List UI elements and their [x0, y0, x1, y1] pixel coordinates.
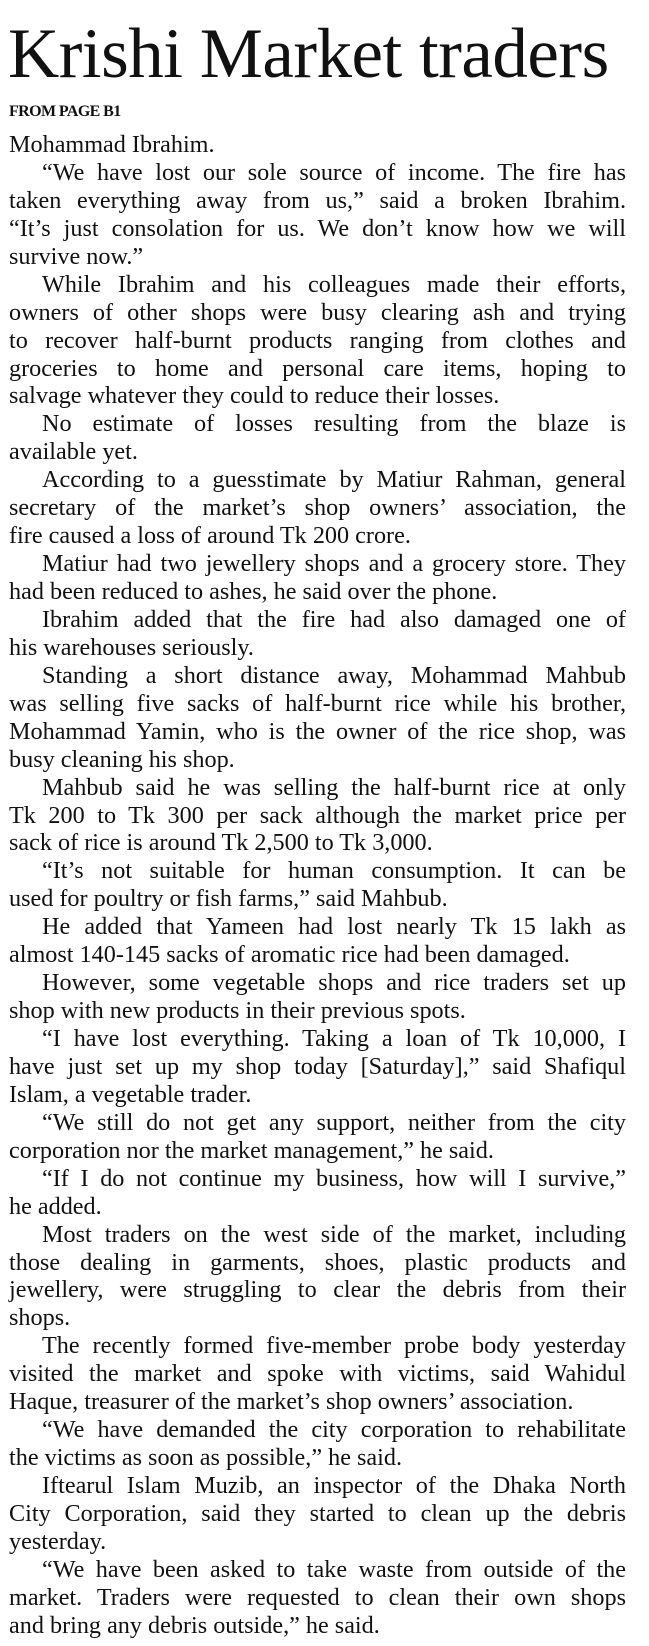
text-line: shops.	[9, 1304, 71, 1332]
paragraph: Mahbub said he was selling the half-burn…	[9, 774, 626, 858]
text-line: and bring any debris outside,” he said.	[9, 1611, 380, 1639]
article-body: Mohammad Ibrahim. “We have lost our sole …	[9, 131, 626, 1640]
text-line: “We have been asked to take waste from o…	[42, 1555, 626, 1583]
text-line: Mahbub said he was selling the half-burn…	[42, 773, 626, 801]
paragraph: Mohammad Ibrahim.	[9, 131, 626, 159]
paragraph: “If I do not continue my business, how w…	[9, 1165, 626, 1221]
text-line: to recover half-burnt products ranging f…	[9, 326, 626, 354]
text-line: The recently formed five-member probe bo…	[42, 1332, 626, 1360]
paragraph: “It’s not suitable for human consumption…	[9, 857, 626, 913]
text-line: he added.	[9, 1192, 102, 1220]
text-line: “I have lost everything. Taking a loan o…	[42, 1025, 626, 1052]
paragraph: Ibrahim added that the fire had also dam…	[9, 606, 626, 662]
text-line: taken everything away from us,” said a b…	[9, 186, 626, 214]
text-line: available yet.	[9, 438, 138, 466]
headline: Krishi Market traders	[8, 15, 609, 93]
text-line: Ibrahim added that the fire had also dam…	[42, 605, 626, 633]
text-line: those dealing in garments, shoes, plasti…	[9, 1248, 626, 1276]
text-line: groceries to home and personal care item…	[9, 354, 626, 382]
text-line: Iftearul Islam Muzib, an inspector of th…	[42, 1472, 626, 1499]
paragraph: Most traders on the west side of the mar…	[9, 1221, 626, 1333]
paragraph: The recently formed five-member probe bo…	[9, 1332, 626, 1416]
text-line: jewellery, were struggling to clear the …	[9, 1276, 626, 1304]
text-line: survive now.”	[9, 242, 144, 270]
text-line: Islam, a vegetable trader.	[9, 1080, 252, 1108]
paragraph: Standing a short distance away, Mohammad…	[9, 662, 626, 774]
text-line: sack of rice is around Tk 2,500 to Tk 3,…	[9, 829, 433, 857]
paragraph: “We have demanded the city corporation t…	[9, 1416, 626, 1472]
text-line: “We still do not get any support, neithe…	[42, 1108, 626, 1136]
text-line: have just set up my shop today [Saturday…	[9, 1052, 626, 1080]
paragraph: “We still do not get any support, neithe…	[9, 1109, 626, 1165]
text-line: “If I do not continue my business, how w…	[42, 1164, 626, 1192]
paragraph: He added that Yameen had lost nearly Tk …	[9, 913, 626, 969]
paragraph: While Ibrahim and his colleagues made th…	[9, 271, 626, 411]
text-line: visited the market and spoke with victim…	[9, 1360, 626, 1388]
paragraph: “We have been asked to take waste from o…	[9, 1556, 626, 1640]
text-line: was selling five sacks of half-burnt ric…	[9, 689, 626, 717]
text-line: market. Traders were requested to clean …	[9, 1583, 626, 1611]
text-line: fire caused a loss of around Tk 200 cror…	[9, 522, 411, 550]
paragraph: No estimate of losses resulting from the…	[9, 410, 626, 466]
text-line: No estimate of losses resulting from the…	[42, 410, 626, 438]
text-line: Mohammad Ibrahim.	[9, 131, 215, 158]
text-line: secretary of the market’s shop owners’ a…	[9, 494, 626, 522]
text-line: owners of other shops were busy clearing…	[9, 298, 626, 326]
text-line: Standing a short distance away, Mohammad…	[42, 661, 626, 689]
paragraph: “I have lost everything. Taking a loan o…	[9, 1025, 626, 1109]
text-line: used for poultry or fish farms,” said Ma…	[9, 885, 448, 913]
text-line: almost 140-145 sacks of aromatic rice ha…	[9, 941, 570, 969]
text-line: corporation nor the market management,” …	[9, 1136, 494, 1164]
text-line: shop with new products in their previous…	[9, 997, 466, 1025]
paragraph: According to a guesstimate by Matiur Rah…	[9, 466, 626, 550]
text-line: busy cleaning his shop.	[9, 745, 235, 773]
text-line: yesterday.	[9, 1527, 107, 1555]
text-line: While Ibrahim and his colleagues made th…	[42, 270, 626, 298]
paragraph: “We have lost our sole source of income.…	[9, 159, 626, 271]
text-line: the victims as soon as possible,” he sai…	[9, 1444, 402, 1472]
paragraph: Iftearul Islam Muzib, an inspector of th…	[9, 1472, 626, 1556]
text-line: Matiur had two jewellery shops and a gro…	[42, 550, 626, 578]
text-line: “We have demanded the city corporation t…	[42, 1416, 626, 1444]
text-line: salvage whatever they could to reduce th…	[9, 382, 500, 410]
text-line: According to a guesstimate by Matiur Rah…	[42, 466, 626, 494]
text-line: had been reduced to ashes, he said over …	[9, 578, 498, 605]
paragraph: However, some vegetable shops and rice t…	[9, 969, 626, 1025]
jump-label: FROM PAGE B1	[9, 103, 121, 120]
text-line: Tk 200 to Tk 300 per sack although the m…	[9, 801, 626, 829]
text-line: “We have lost our sole source of income.…	[42, 158, 626, 186]
text-line: He added that Yameen had lost nearly Tk …	[42, 913, 626, 941]
text-line: “It’s not suitable for human consumption…	[42, 857, 626, 885]
text-line: Mohammad Yamin, who is the owner of the …	[9, 717, 626, 745]
text-line: “It’s just consolation for us. We don’t …	[9, 214, 626, 242]
text-line: City Corporation, said they started to c…	[9, 1499, 626, 1527]
text-line: Most traders on the west side of the mar…	[42, 1220, 626, 1248]
text-line: his warehouses seriously.	[9, 633, 254, 661]
text-line: Haque, treasurer of the market’s shop ow…	[9, 1388, 574, 1416]
paragraph: Matiur had two jewellery shops and a gro…	[9, 550, 626, 606]
text-line: However, some vegetable shops and rice t…	[42, 969, 626, 997]
